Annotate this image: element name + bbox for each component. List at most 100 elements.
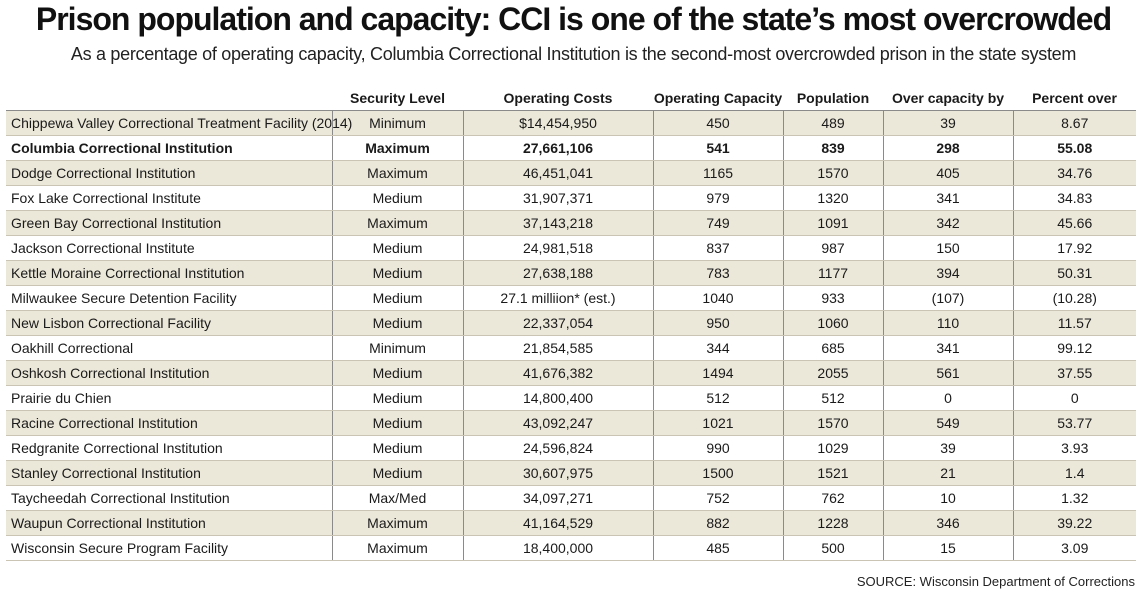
table-cell: 749: [652, 210, 783, 236]
table-cell: 1521: [782, 460, 883, 486]
table-cell: 17.92: [1012, 235, 1136, 261]
table-cell: 882: [652, 510, 783, 536]
column-header: Percent over: [1032, 90, 1117, 106]
facility-name-cell: Fox Lake Correctional Institute: [6, 185, 332, 211]
facility-name-cell: Oshkosh Correctional Institution: [6, 360, 332, 386]
table-cell: Medium: [331, 285, 463, 311]
table-row: Kettle Moraine Correctional Institution M…: [6, 260, 1136, 286]
table-cell: 979: [652, 185, 783, 211]
table-row: Green Bay Correctional Institution Maximu…: [6, 210, 1136, 236]
prison-table: Security Level Operating Costs Operating C…: [6, 86, 1136, 561]
table-cell: 15: [882, 535, 1013, 561]
table-cell: 31,907,371: [462, 185, 653, 211]
table-row: Redgranite Correctional Institution Mediu…: [6, 435, 1136, 461]
table-row: Racine Correctional Institution Medium 43,…: [6, 410, 1136, 436]
table-cell: 41,676,382: [462, 360, 653, 386]
table-cell: 41,164,529: [462, 510, 653, 536]
table-cell: 27.1 milliion* (est.): [462, 285, 653, 311]
facility-name-cell: Wisconsin Secure Program Facility: [6, 535, 332, 561]
table-cell: 512: [782, 385, 883, 411]
table-cell: 561: [882, 360, 1013, 386]
table-cell: 34.83: [1012, 185, 1136, 211]
table-cell: 50.31: [1012, 260, 1136, 286]
table-cell: (10.28): [1012, 285, 1136, 311]
table-cell: 150: [882, 235, 1013, 261]
table-cell: 341: [882, 185, 1013, 211]
table-cell: 1228: [782, 510, 883, 536]
table-row: Chippewa Valley Correctional Treatment F…: [6, 110, 1136, 136]
table-cell: Maximum: [331, 135, 463, 161]
table-row: Waupun Correctional Institution Maximum 41…: [6, 510, 1136, 536]
table-row: Dodge Correctional Institution Maximum 46,…: [6, 160, 1136, 186]
facility-name-cell: Prairie du Chien: [6, 385, 332, 411]
table-cell: (107): [882, 285, 1013, 311]
facility-name-cell: Milwaukee Secure Detention Facility: [6, 285, 332, 311]
table-row: Oakhill Correctional Minimum 21,854,585 344…: [6, 335, 1136, 361]
table-cell: Medium: [331, 360, 463, 386]
table-cell: 18,400,000: [462, 535, 653, 561]
table-cell: 27,638,188: [462, 260, 653, 286]
table-cell: 2055: [782, 360, 883, 386]
table-cell: 1570: [782, 410, 883, 436]
table-cell: 14,800,400: [462, 385, 653, 411]
table-cell: Medium: [331, 185, 463, 211]
table-cell: 485: [652, 535, 783, 561]
table-cell: 39: [882, 110, 1013, 136]
column-header: [6, 86, 332, 111]
table-cell: 1500: [652, 460, 783, 486]
table-cell: 500: [782, 535, 883, 561]
facility-name-cell: Racine Correctional Institution: [6, 410, 332, 436]
table-cell: 783: [652, 260, 783, 286]
table-cell: 1091: [782, 210, 883, 236]
facility-name-cell: Jackson Correctional Institute: [6, 235, 332, 261]
table-cell: Medium: [331, 260, 463, 286]
table-cell: 489: [782, 110, 883, 136]
table-cell: 752: [652, 485, 783, 511]
table-cell: 405: [882, 160, 1013, 186]
table-cell: 1320: [782, 185, 883, 211]
table-row: Jackson Correctional Institute Medium 24,9…: [6, 235, 1136, 261]
table-cell: 34,097,271: [462, 485, 653, 511]
facility-name-cell: Chippewa Valley Correctional Treatment F…: [6, 110, 352, 136]
table-cell: 394: [882, 260, 1013, 286]
table-cell: 24,596,824: [462, 435, 653, 461]
table-cell: 3.93: [1012, 435, 1136, 461]
table-cell: Medium: [331, 385, 463, 411]
table-cell: 1.4: [1012, 460, 1136, 486]
column-header: Population: [796, 90, 870, 106]
table-row: Taycheedah Correctional Institution Max/M…: [6, 485, 1136, 511]
table-cell: 1060: [782, 310, 883, 336]
table-cell: Medium: [331, 310, 463, 336]
table-cell: 1021: [652, 410, 783, 436]
table-cell: $14,454,950: [462, 110, 653, 136]
source-note: SOURCE: Wisconsin Department of Correcti…: [856, 574, 1135, 589]
table-cell: 11.57: [1012, 310, 1136, 336]
table-cell: 24,981,518: [462, 235, 653, 261]
facility-name-cell: Waupun Correctional Institution: [6, 510, 332, 536]
column-header: Security Level: [350, 90, 445, 106]
table-cell: 34.76: [1012, 160, 1136, 186]
table-cell: 839: [782, 135, 883, 161]
table-cell: 37,143,218: [462, 210, 653, 236]
table-cell: 21: [882, 460, 1013, 486]
column-header: Operating Costs: [503, 90, 613, 106]
table-cell: 541: [652, 135, 783, 161]
table-cell: Maximum: [331, 210, 463, 236]
table-cell: 1570: [782, 160, 883, 186]
table-cell: Max/Med: [331, 485, 463, 511]
table-cell: 46,451,041: [462, 160, 653, 186]
table-cell: 762: [782, 485, 883, 511]
table-cell: 987: [782, 235, 883, 261]
facility-name-cell: Dodge Correctional Institution: [6, 160, 332, 186]
table-cell: Medium: [331, 235, 463, 261]
table-cell: Medium: [331, 460, 463, 486]
table-cell: 342: [882, 210, 1013, 236]
table-cell: 1040: [652, 285, 783, 311]
table-cell: 45.66: [1012, 210, 1136, 236]
chart-subtitle: As a percentage of operating capacity, C…: [70, 44, 1077, 64]
table-row: Milwaukee Secure Detention Facility Mediu…: [6, 285, 1136, 311]
facility-name-cell: Kettle Moraine Correctional Institution: [6, 260, 332, 286]
table-cell: 1494: [652, 360, 783, 386]
table-cell: Minimum: [331, 335, 463, 361]
table-cell: 341: [882, 335, 1013, 361]
